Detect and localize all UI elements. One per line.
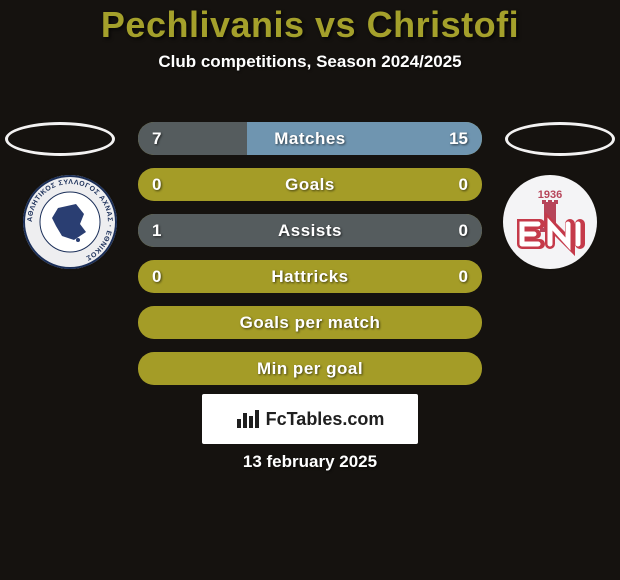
stat-value-right: 15: [435, 122, 482, 155]
player-silhouette-left: [5, 122, 115, 156]
badge-ring-left: ΑΘΛΗΤΙΚΟΣ ΣΥΛΛΟΓΟΣ ΑΧΝΑΣ · ΕΘΝΙΚΟΣ: [22, 174, 118, 270]
stat-row: Hattricks0 0: [138, 260, 482, 293]
footer-site-box: FcTables.com: [202, 394, 418, 444]
player-silhouette-right: [505, 122, 615, 156]
stat-value-right: 0: [445, 260, 482, 293]
bars-icon: [236, 409, 260, 429]
page-title: Pechlivanis vs Christofi: [0, 0, 620, 46]
stat-value-right: 0: [445, 214, 482, 247]
stat-label: Matches: [138, 122, 482, 155]
stat-label: Min per goal: [138, 352, 482, 385]
club-badge-right: 1936: [502, 174, 598, 270]
stat-row: Goals0 0: [138, 168, 482, 201]
badge-ring-right: 1936: [502, 174, 598, 270]
footer-site-label: FcTables.com: [266, 409, 385, 430]
stat-row: Min per goal: [138, 352, 482, 385]
comparison-rows: Matches715Goals00Assists10Hattricks00Goa…: [138, 122, 482, 398]
club-badge-left: ΑΘΛΗΤΙΚΟΣ ΣΥΛΛΟΓΟΣ ΑΧΝΑΣ · ΕΘΝΙΚΟΣ: [22, 174, 118, 270]
stat-label: Goals per match: [138, 306, 482, 339]
stat-row: Goals per match: [138, 306, 482, 339]
stat-row: Assists1 0: [138, 214, 482, 247]
svg-text:1936: 1936: [538, 189, 562, 201]
stat-value-left: 7: [138, 122, 175, 155]
footer-date: 13 february 2025: [0, 452, 620, 472]
stat-value-left: 0: [138, 260, 175, 293]
stat-value-right: 0: [445, 168, 482, 201]
stat-value-left: 1: [138, 214, 175, 247]
stat-label: Hattricks: [138, 260, 482, 293]
stat-label: Goals: [138, 168, 482, 201]
stat-label: Assists: [138, 214, 482, 247]
stat-row: Matches7 15: [138, 122, 482, 155]
stat-value-left: 0: [138, 168, 175, 201]
page-subtitle: Club competitions, Season 2024/2025: [0, 52, 620, 72]
